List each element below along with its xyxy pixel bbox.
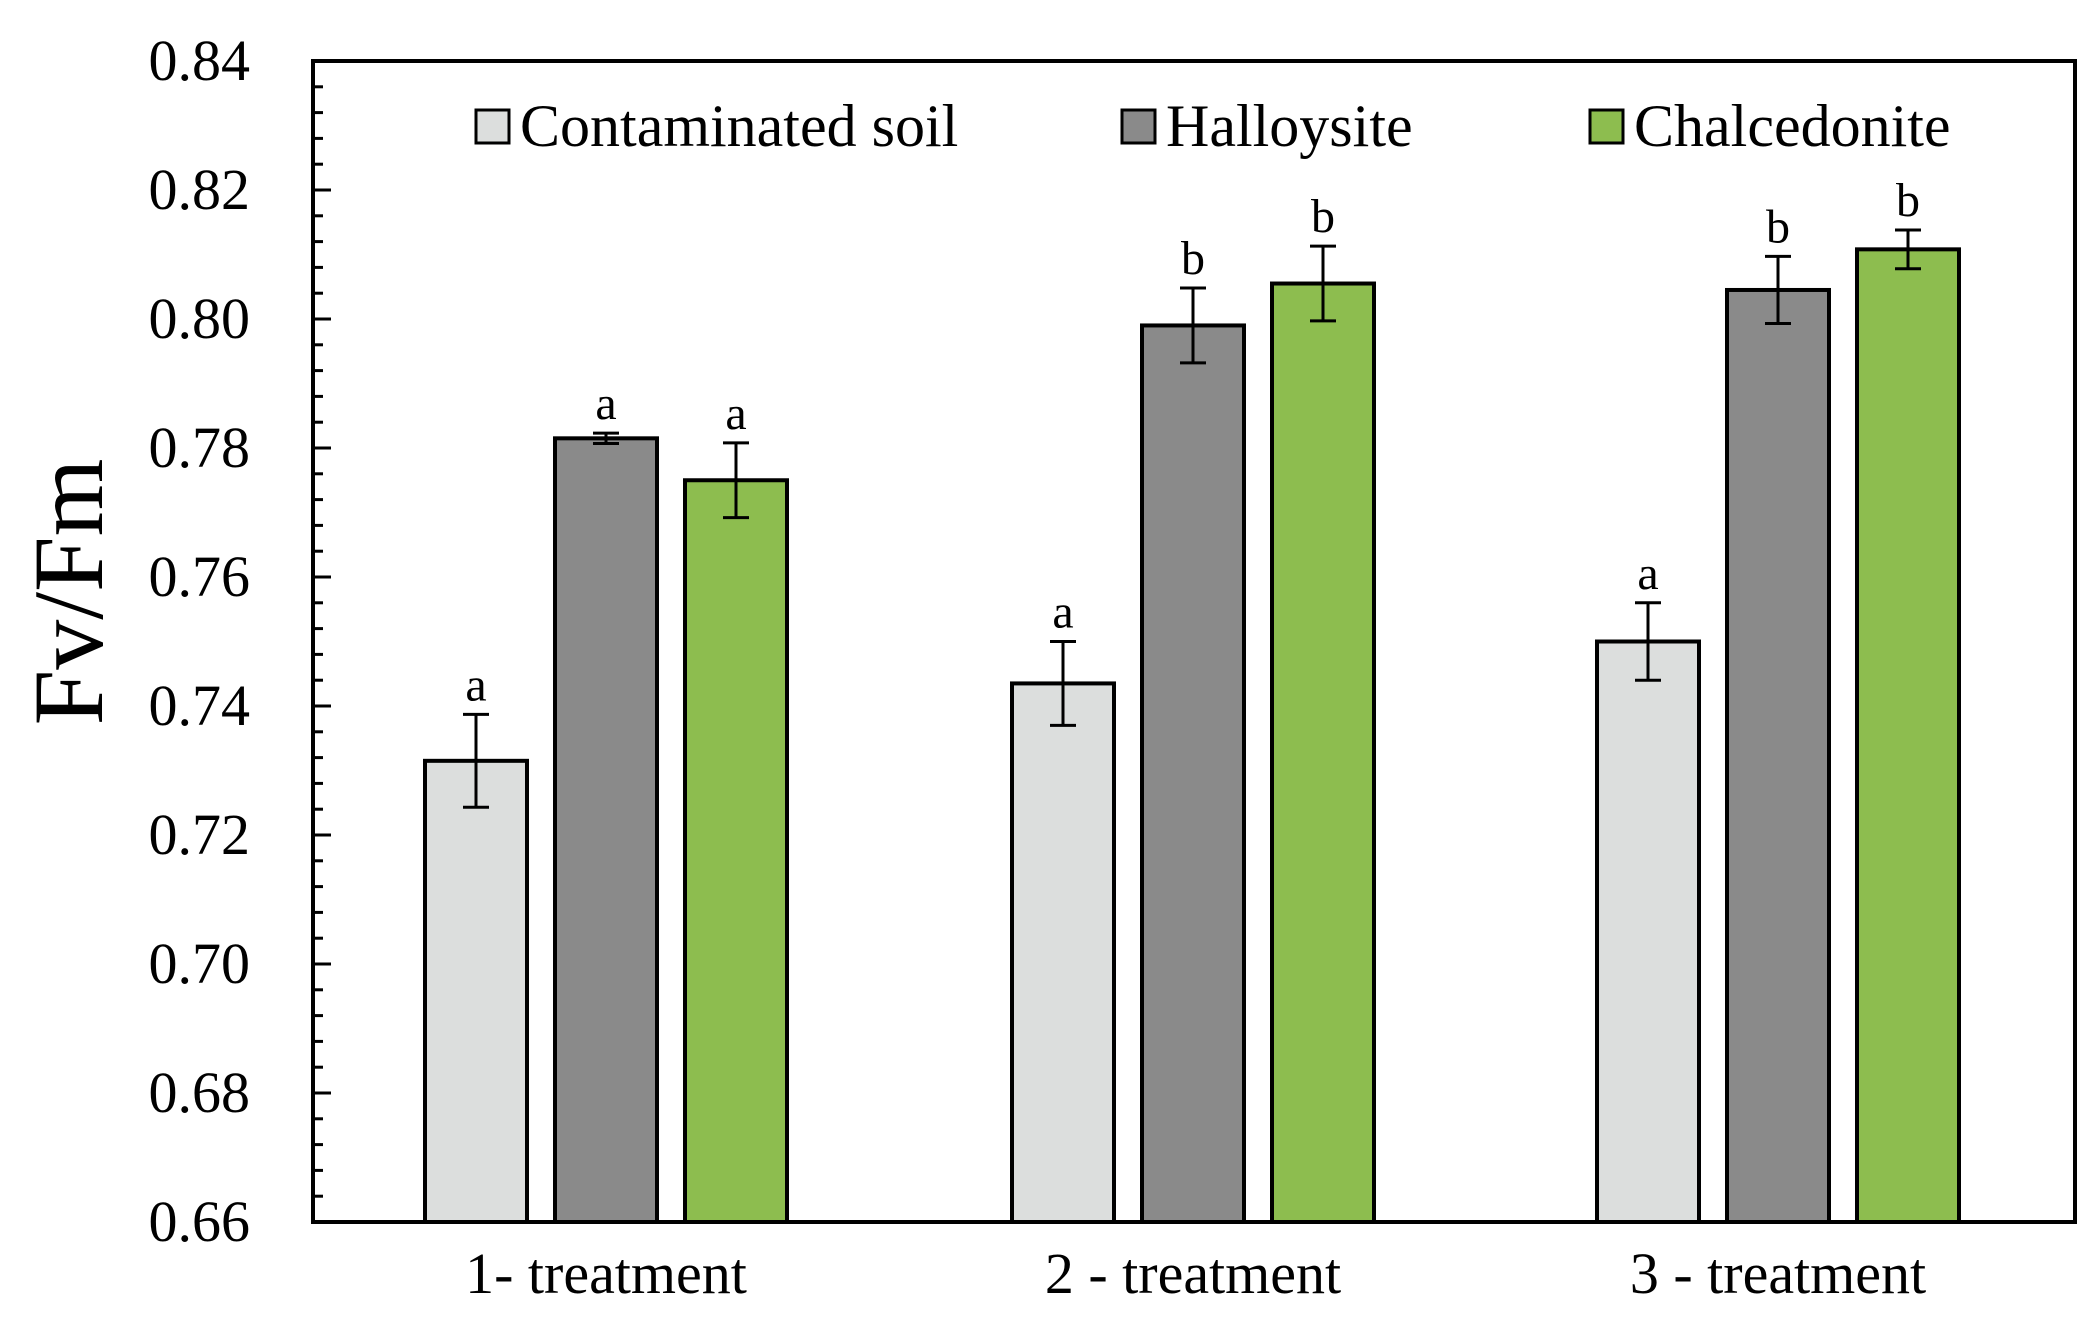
legend: Contaminated soil Halloysite Chalcedonite: [474, 93, 1951, 159]
significance-label: b: [1766, 200, 1790, 253]
bar-contaminated-soil: [1595, 639, 1701, 1224]
y-tick-label: 0.76: [149, 544, 251, 609]
bar-halloysite: [1725, 287, 1831, 1225]
y-axis-label: Fv/Fm: [13, 459, 124, 726]
legend-label: Halloysite: [1166, 93, 1413, 159]
legend-swatch: [474, 108, 511, 145]
bar-halloysite: [553, 436, 659, 1224]
y-tick-label: 0.82: [149, 157, 251, 222]
y-tick-label: 0.68: [149, 1060, 251, 1125]
bar-halloysite: [1140, 323, 1246, 1224]
legend-swatch: [1120, 108, 1157, 145]
x-tick-label: 3 - treatment: [1630, 1241, 1926, 1306]
significance-label: a: [465, 658, 486, 711]
y-tick-label: 0.70: [149, 931, 251, 996]
y-tick-label: 0.80: [149, 286, 251, 351]
error-bars-group: [463, 228, 1921, 809]
y-tick-label: 0.74: [149, 673, 251, 738]
bar-chalcedonite: [683, 478, 789, 1224]
significance-label: b: [1311, 190, 1335, 243]
significance-label: b: [1181, 232, 1205, 285]
legend-label: Contaminated soil: [520, 93, 958, 159]
y-minor-ticks: [313, 85, 323, 1198]
bar-chalcedonite: [1855, 247, 1961, 1224]
significance-label: a: [1052, 586, 1073, 639]
bars-group: [423, 247, 1961, 1225]
y-tick-label: 0.72: [149, 802, 251, 867]
bar-chalcedonite: [1270, 281, 1376, 1224]
significance-label: a: [595, 377, 616, 430]
y-tick-label: 0.78: [149, 415, 251, 480]
x-tick-label: 2 - treatment: [1045, 1241, 1341, 1306]
bar-contaminated-soil: [423, 758, 529, 1224]
significance-label: a: [1637, 547, 1658, 600]
significance-label: a: [725, 387, 746, 440]
x-tick-labels-group: 1- treatment 2 - treatment 3 - treatment: [465, 1241, 1926, 1306]
y-tick-label: 0.66: [149, 1189, 251, 1254]
significance-labels-group: a a a a b b a b b: [465, 174, 1920, 711]
legend-label: Chalcedonite: [1634, 93, 1951, 159]
y-tick-label: 0.84: [149, 28, 251, 93]
y-major-ticks: 0.66 0.68 0.70 0.72 0.74 0.76 0.78 0.80 0.82 0.84: [149, 28, 331, 1254]
x-tick-label: 1- treatment: [465, 1241, 747, 1306]
legend-swatch: [1588, 108, 1625, 145]
significance-label: b: [1896, 174, 1920, 227]
bar-contaminated-soil: [1010, 681, 1116, 1224]
